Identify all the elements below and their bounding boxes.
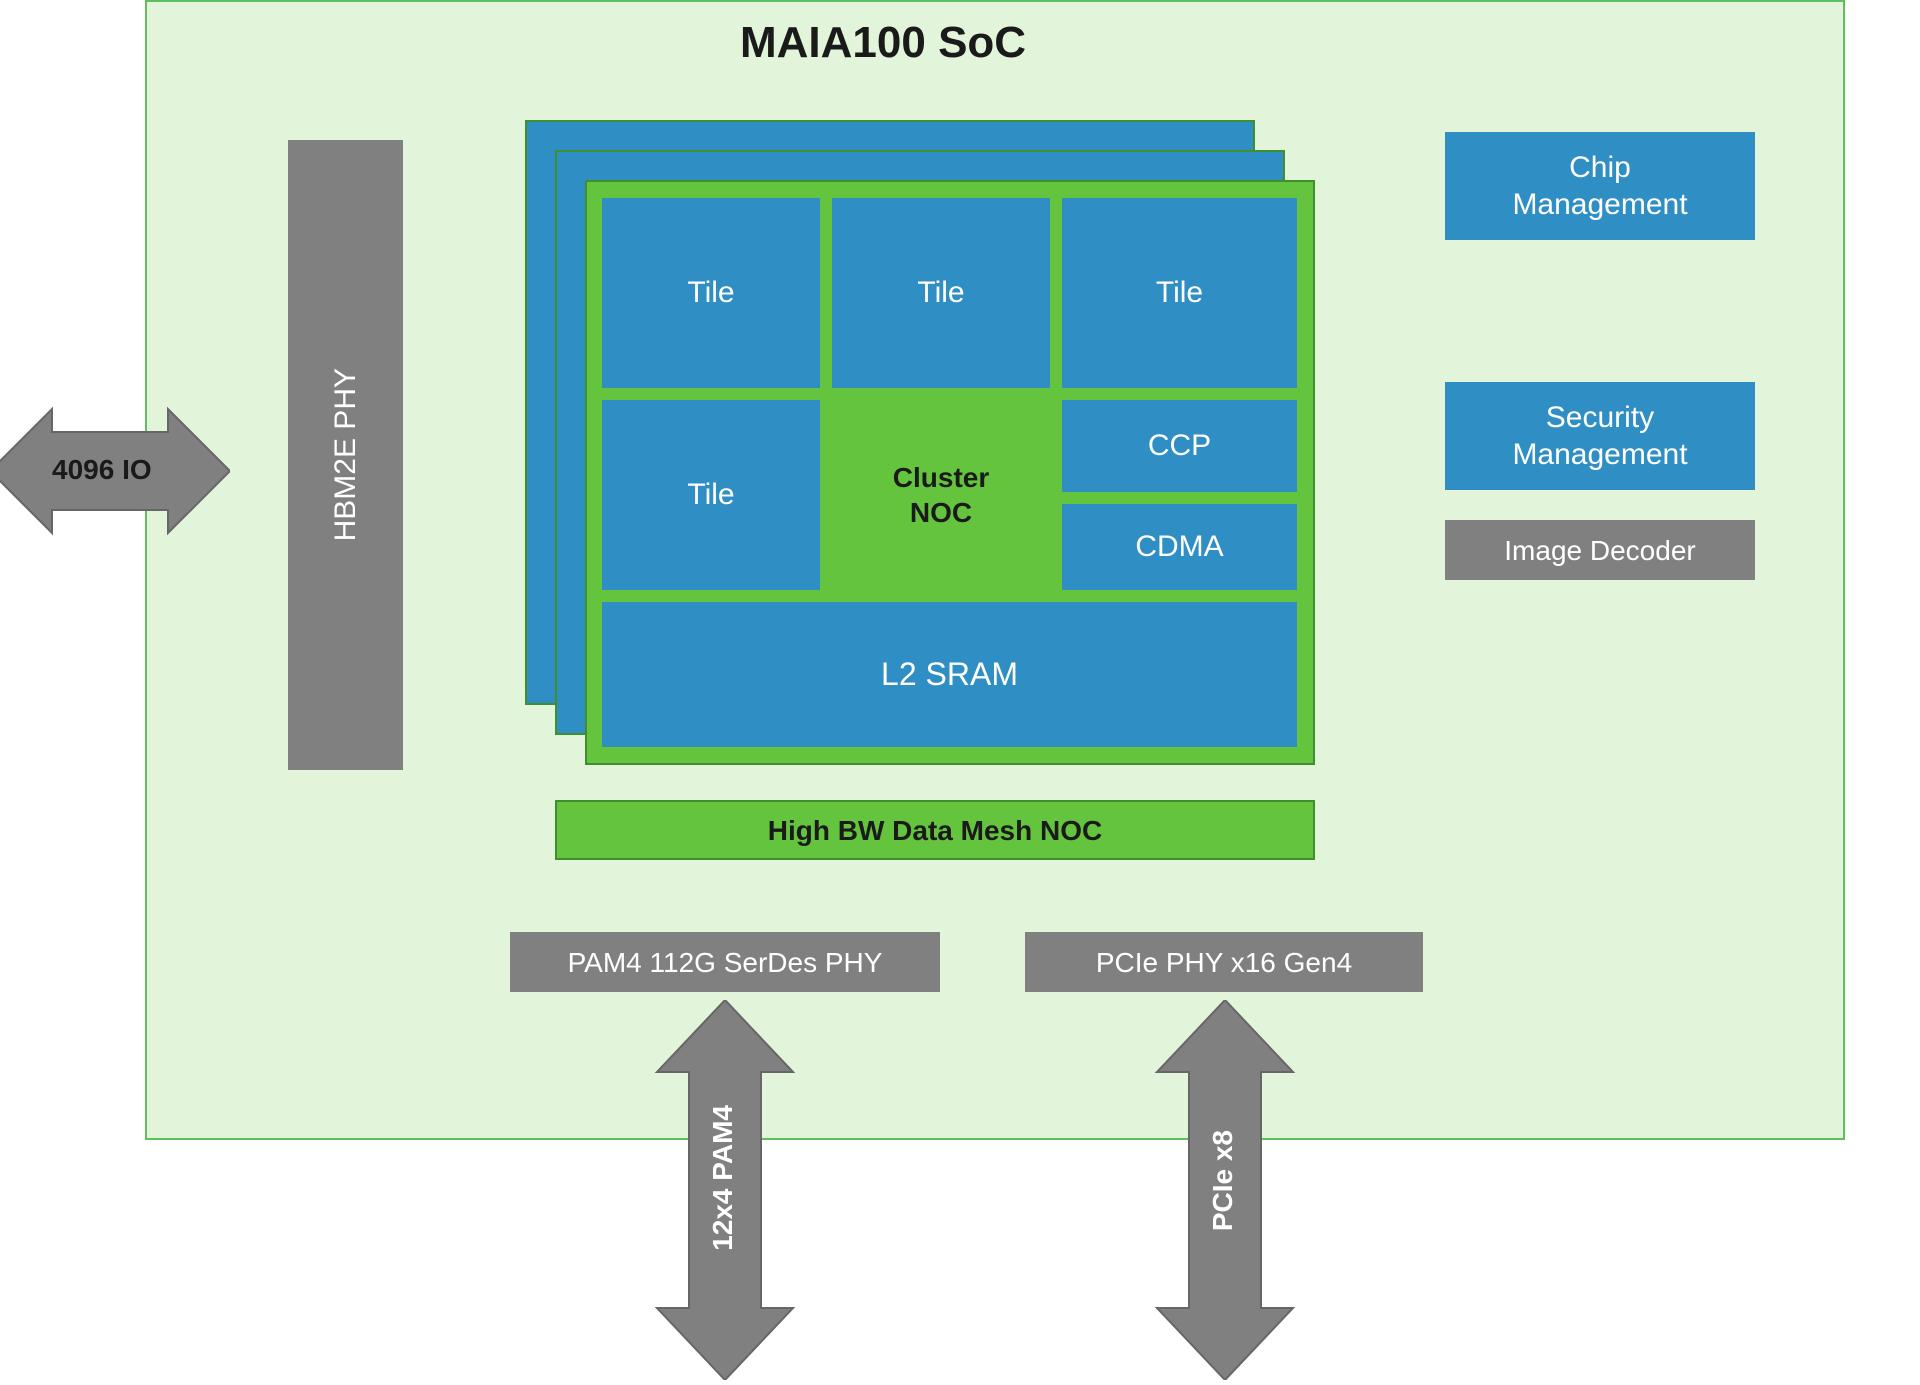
l2-sram-block: L2 SRAM — [602, 602, 1297, 747]
tile-4: Tile — [602, 400, 820, 590]
mesh-noc-block: High BW Data Mesh NOC — [555, 800, 1315, 860]
pam4-phy-block: PAM4 112G SerDes PHY — [510, 932, 940, 992]
arrow-pam4-label: 12x4 PAM4 — [707, 1105, 739, 1251]
arrow-pcie-label: PCIe x8 — [1207, 1130, 1239, 1231]
image-decoder-block: Image Decoder — [1445, 520, 1755, 580]
ccp-block: CCP — [1062, 400, 1297, 492]
security-management-block: SecurityManagement — [1445, 382, 1755, 490]
hbm-phy-block: HBM2E PHY — [288, 140, 403, 770]
soc-title: MAIA100 SoC — [740, 18, 1026, 68]
cluster-noc-label: ClusterNOC — [893, 460, 989, 530]
hbm-phy-label: HBM2E PHY — [327, 368, 365, 541]
arrow-left-label: 4096 IO — [52, 454, 152, 486]
tile-1: Tile — [602, 198, 820, 388]
chip-management-block: ChipManagement — [1445, 132, 1755, 240]
pcie-phy-block: PCIe PHY x16 Gen4 — [1025, 932, 1423, 992]
chip-management-label: ChipManagement — [1512, 149, 1687, 224]
security-management-label: SecurityManagement — [1512, 399, 1687, 474]
tile-3: Tile — [1062, 198, 1297, 388]
tile-2: Tile — [832, 198, 1050, 388]
cdma-block: CDMA — [1062, 504, 1297, 590]
cluster-noc-block: ClusterNOC — [832, 400, 1050, 590]
